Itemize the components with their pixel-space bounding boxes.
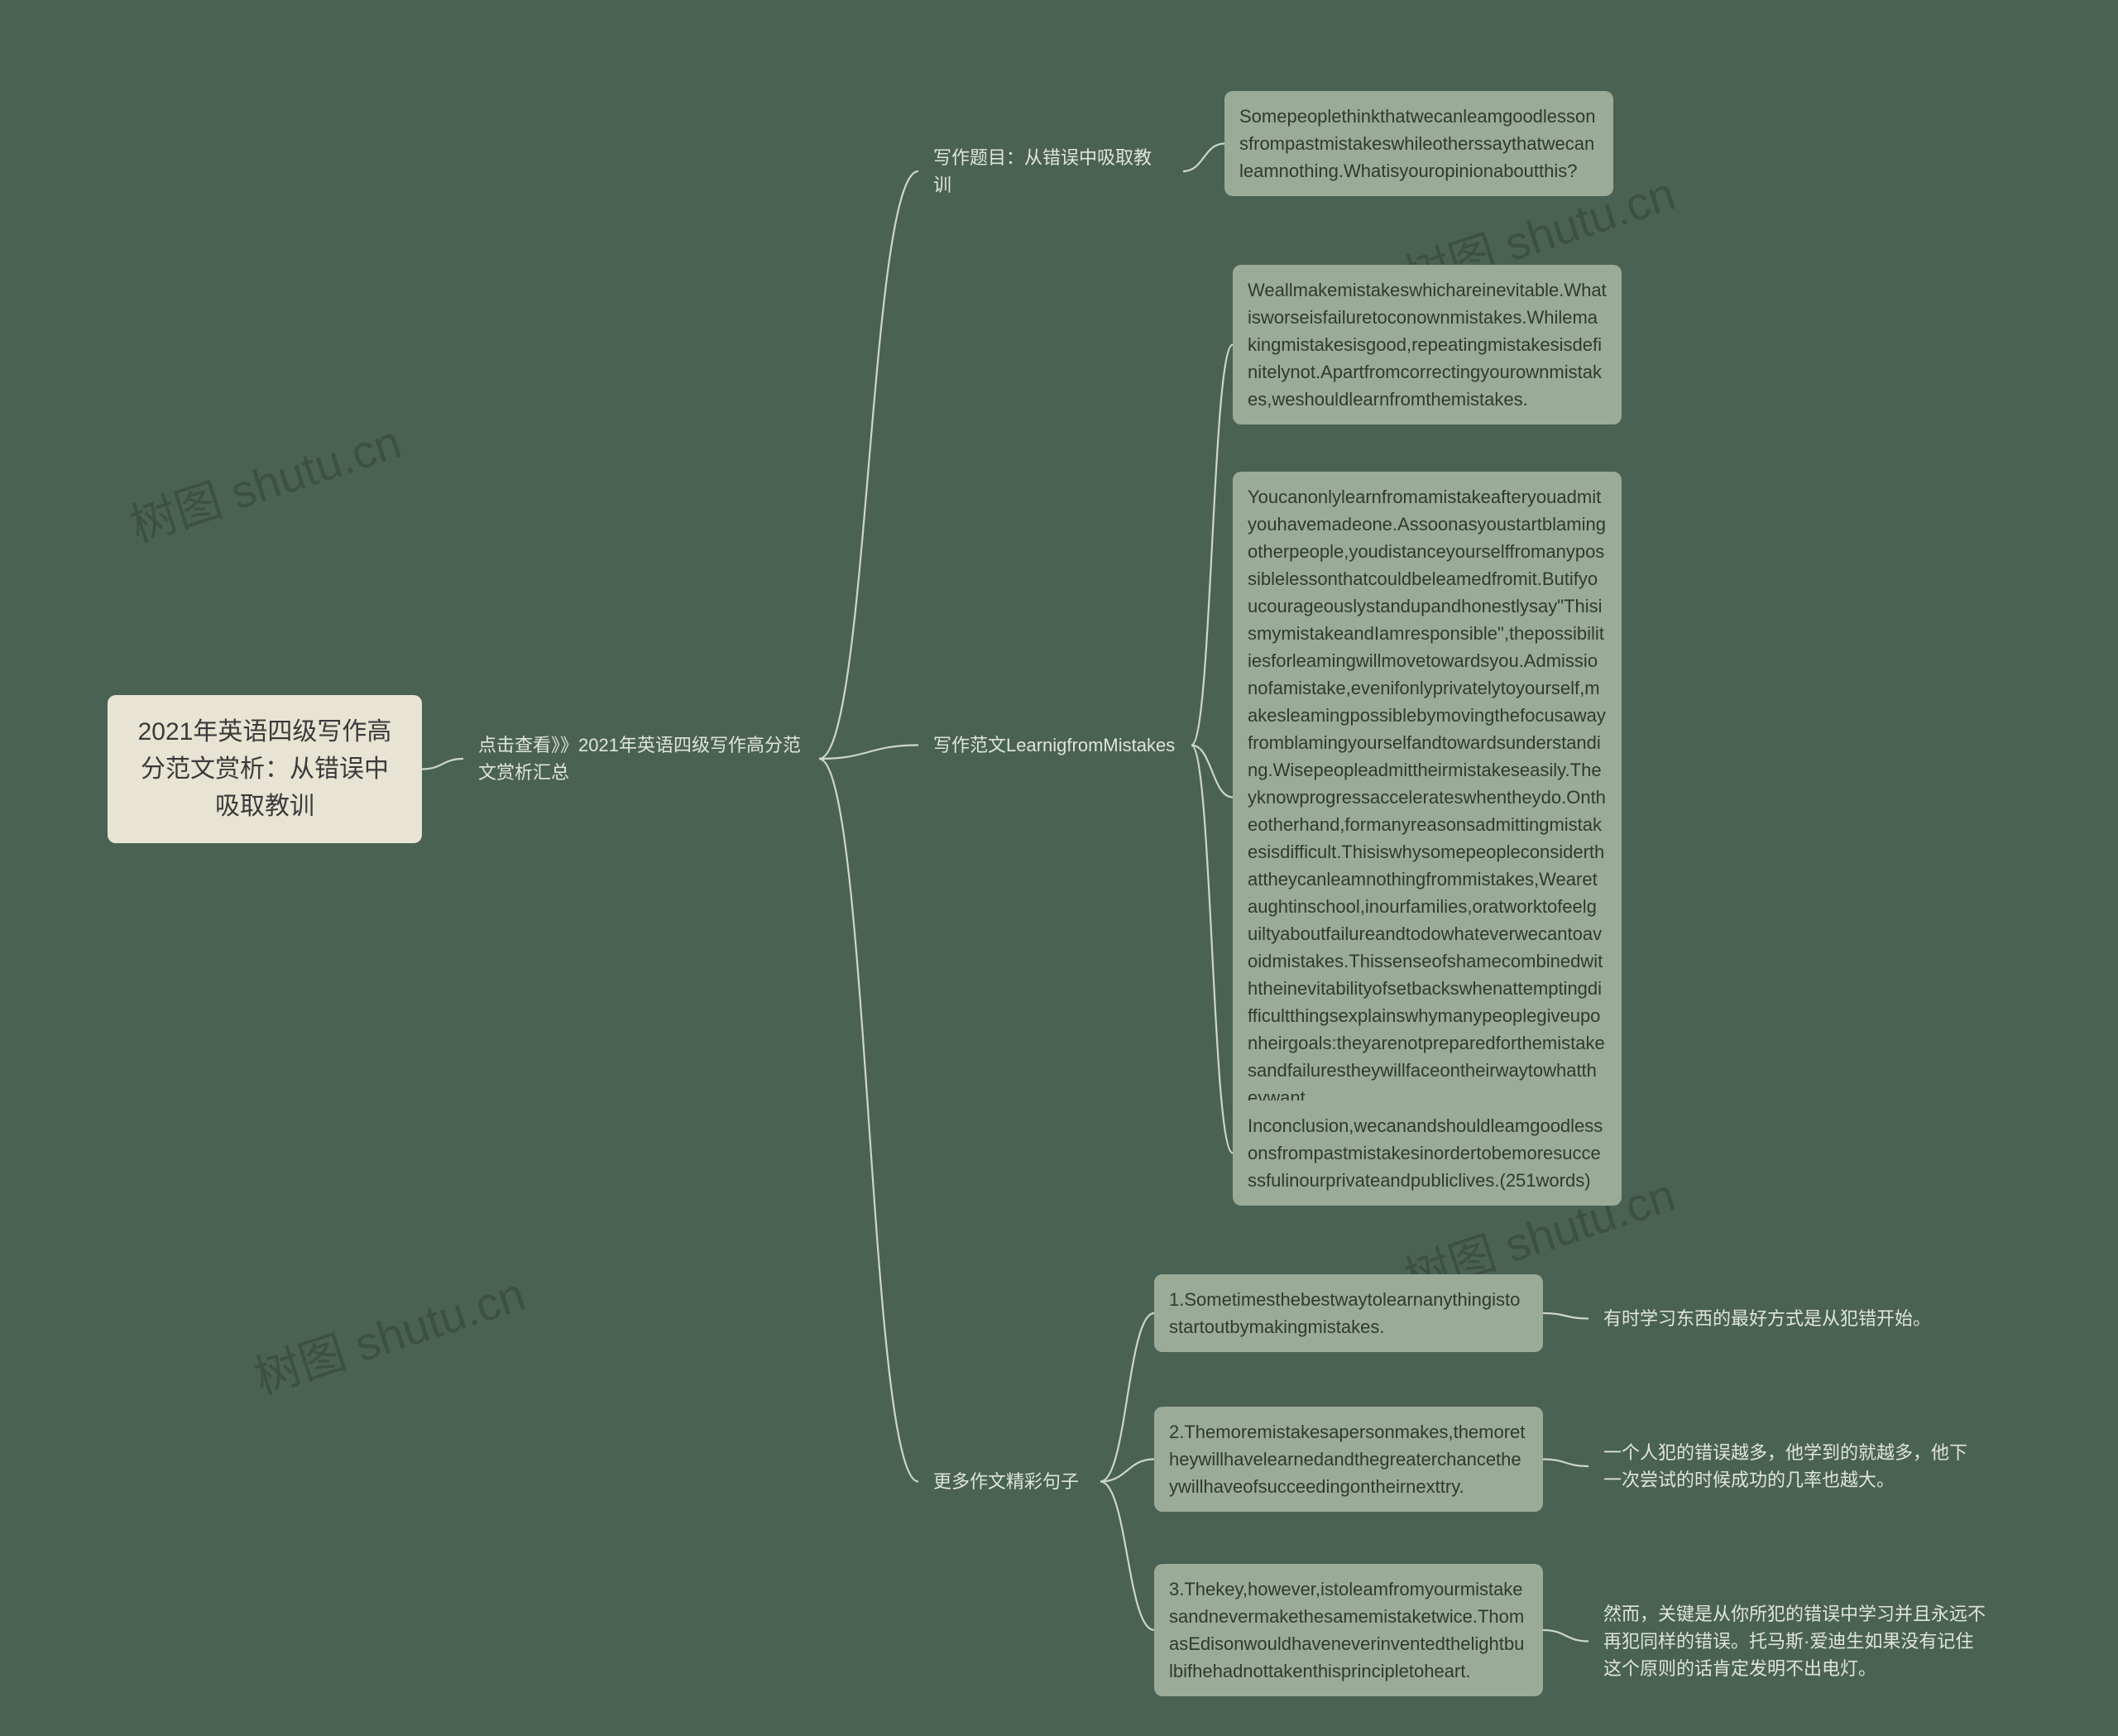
essay-label[interactable]: 写作范文LearnigfromMistakes bbox=[918, 720, 1191, 770]
link-summary[interactable]: 点击查看》》2021年英语四级写作高分范文赏析汇总 bbox=[463, 720, 819, 798]
sentence-3-en: 3.Thekey,however,istoleamfromyourmistake… bbox=[1154, 1564, 1543, 1696]
sentence-3-zh: 然而，关键是从你所犯的错误中学习并且永远不再犯同样的错误。托马斯·爱迪生如果没有… bbox=[1588, 1589, 2002, 1694]
sentence-1-zh: 有时学习东西的最好方式是从犯错开始。 bbox=[1588, 1293, 1953, 1344]
more-sentences-label[interactable]: 更多作文精彩句子 bbox=[918, 1456, 1100, 1507]
sentence-2-zh: 一个人犯的错误越多，他学到的就越多，他下一次尝试的时候成功的几率也越大。 bbox=[1588, 1427, 1986, 1505]
root-node[interactable]: 2021年英语四级写作高分范文赏析：从错误中吸取教训 bbox=[108, 695, 422, 843]
sentence-1-en: 1.Sometimesthebestwaytolearnanythingisto… bbox=[1154, 1274, 1543, 1352]
topic-body: Somepeoplethinkthatwecanleamgoodlessonsf… bbox=[1224, 91, 1613, 196]
essay-paragraph-2: Youcanonlylearnfromamistakeafteryouadmit… bbox=[1233, 472, 1622, 1123]
essay-paragraph-1: Weallmakemistakeswhichareinevitable.What… bbox=[1233, 265, 1622, 424]
watermark: 树图 shutu.cn bbox=[245, 1258, 533, 1408]
essay-paragraph-3: Inconclusion,wecanandshouldleamgoodlesso… bbox=[1233, 1101, 1622, 1206]
watermark: 树图 shutu.cn bbox=[121, 405, 409, 556]
topic-label[interactable]: 写作题目：从错误中吸取教训 bbox=[918, 132, 1183, 210]
sentence-2-en: 2.Themoremistakesapersonmakes,themorethe… bbox=[1154, 1407, 1543, 1512]
